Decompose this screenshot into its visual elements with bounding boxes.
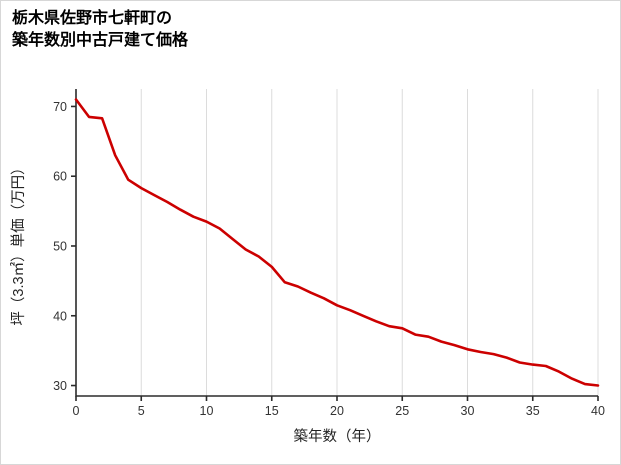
x-tick-label: 15 [265,404,279,418]
x-tick-label: 10 [200,404,214,418]
x-tick-label: 5 [138,404,145,418]
chart-title-line1: 栃木県佐野市七軒町の [12,10,173,27]
y-tick-label: 40 [53,309,67,323]
y-tick-label: 50 [53,239,67,253]
x-tick-label: 0 [73,404,80,418]
ticks-group: 0 5 10 15 20 25 30 35 40 30 40 50 60 70 [53,100,605,418]
chart-title: 栃木県佐野市七軒町の 築年数別中古戸建て価格 [12,8,188,53]
x-tick-label: 35 [526,404,540,418]
y-tick-label: 30 [53,379,67,393]
y-tick-label: 70 [53,100,67,114]
y-tick-label: 60 [53,170,67,184]
x-tick-label: 30 [461,404,475,418]
x-tick-label: 25 [395,404,409,418]
chart-title-line2: 築年数別中古戸建て価格 [12,32,189,50]
x-axis-label: 築年数（年） [294,427,381,445]
price-line-series [74,98,600,387]
x-tick-label: 20 [330,404,344,418]
y-axis-label: 坪（3.3㎡）単価（万円） [10,160,27,325]
x-tick-label: 40 [591,404,605,418]
gridlines-group [140,89,599,396]
